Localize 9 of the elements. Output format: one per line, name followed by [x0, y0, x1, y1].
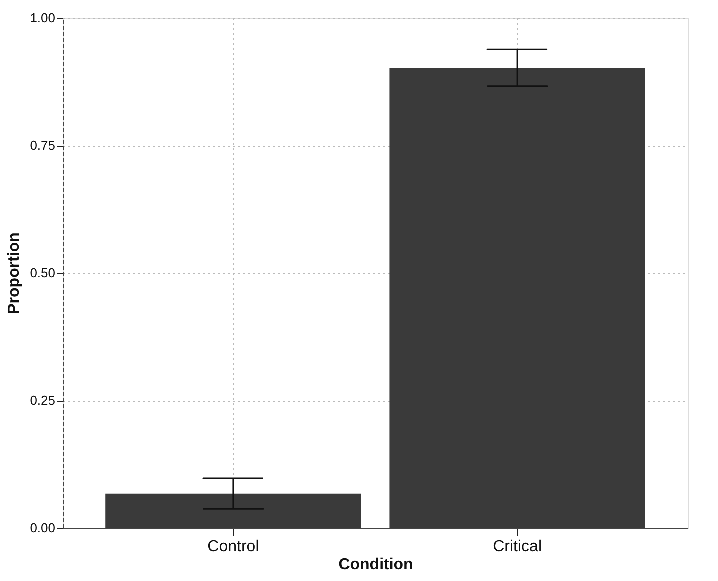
x-tick-label: Control: [208, 538, 260, 556]
y-tick-label: 1.00: [30, 10, 56, 26]
x-axis-title: Condition: [338, 556, 414, 574]
y-axis-title: Proportion: [6, 232, 24, 314]
y-tick-label: 0.75: [30, 138, 56, 153]
y-tick-label: 0.25: [30, 393, 56, 408]
y-tick-label: 0.00: [30, 520, 56, 536]
x-tick-label: Critical: [493, 538, 542, 556]
y-tick-label: 0.50: [30, 266, 56, 280]
